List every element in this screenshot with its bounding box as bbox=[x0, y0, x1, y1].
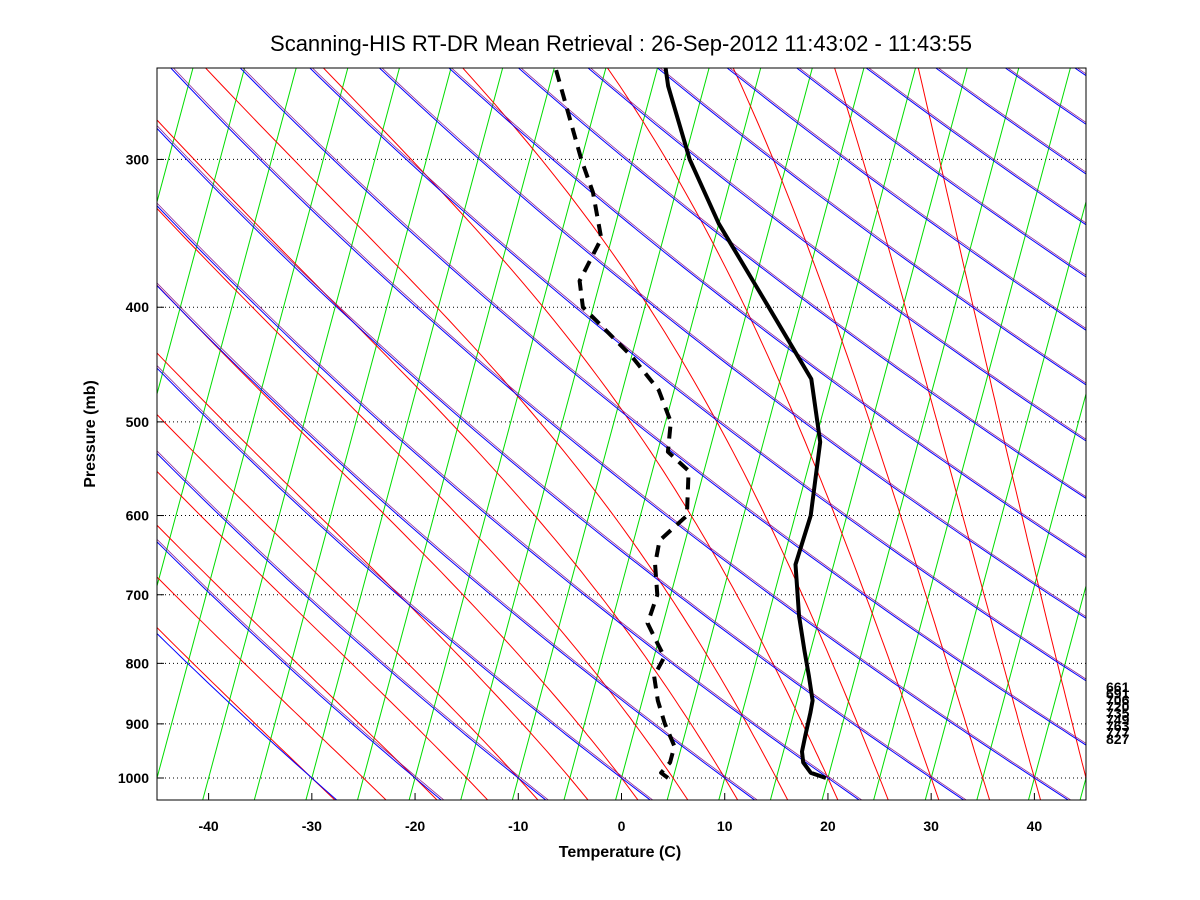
dry-adiabat bbox=[157, 367, 652, 800]
moist-adiabat-lines bbox=[157, 68, 1086, 800]
isotherm-line bbox=[357, 68, 555, 800]
moist-adiabat bbox=[157, 284, 639, 800]
y-tick-label: 800 bbox=[126, 655, 150, 671]
right-edge-label: 763 bbox=[1106, 718, 1130, 734]
mixing-ratio-line bbox=[157, 364, 654, 800]
right-edge-label: 691 bbox=[1106, 686, 1130, 702]
mixing-ratio-line bbox=[172, 68, 1072, 800]
mixing-ratio-line bbox=[242, 68, 1086, 744]
y-tick-label: 700 bbox=[126, 587, 150, 603]
x-axis-label: Temperature (C) bbox=[559, 844, 681, 861]
isotherm-line bbox=[615, 68, 813, 800]
isotherm-line bbox=[769, 68, 968, 800]
dry-adiabat bbox=[170, 68, 1070, 800]
dry-adiabat bbox=[378, 68, 1086, 619]
mixing-ratio-line bbox=[520, 68, 1086, 498]
right-edge-label: 749 bbox=[1106, 712, 1130, 728]
isotherm-line bbox=[460, 68, 658, 800]
isotherm-line bbox=[976, 391, 1086, 800]
right-edge-label: 720 bbox=[1106, 699, 1130, 715]
moist-adiabat bbox=[157, 352, 589, 800]
dry-adiabat bbox=[157, 541, 443, 800]
moist-adiabat bbox=[157, 524, 438, 800]
mixing-ratio-line bbox=[157, 538, 445, 800]
y-tick-label: 600 bbox=[126, 508, 150, 524]
x-tick-label: 20 bbox=[820, 818, 836, 834]
right-edge-label: 706 bbox=[1106, 692, 1130, 708]
dry-adiabat bbox=[157, 127, 965, 800]
isotherm-line bbox=[873, 68, 1071, 800]
x-tick-label: 30 bbox=[923, 818, 939, 834]
right-edge-label: 735 bbox=[1106, 705, 1130, 721]
series-temperature-line bbox=[663, 68, 827, 780]
moist-adiabat bbox=[917, 68, 1086, 781]
sounding-series bbox=[553, 68, 827, 780]
chart-title: Scanning-HIS RT-DR Mean Retrieval : 26-S… bbox=[270, 31, 972, 56]
x-tick-label: 40 bbox=[1027, 818, 1043, 834]
moist-adiabat bbox=[157, 207, 689, 800]
y-tick-label: 300 bbox=[126, 151, 150, 167]
moist-adiabat bbox=[157, 413, 539, 800]
moist-adiabat bbox=[322, 68, 839, 800]
mixing-ratio-line bbox=[157, 125, 967, 800]
x-axis-ticks: -40 -30 -20 -10 0 10 20 30 40 bbox=[198, 793, 1042, 834]
isotherm-line bbox=[157, 68, 349, 780]
moist-adiabat bbox=[157, 119, 739, 800]
moist-adiabat bbox=[204, 68, 789, 800]
isotherm-line bbox=[511, 68, 710, 800]
mixing-ratio-line bbox=[381, 68, 1086, 618]
y-tick-label: 400 bbox=[126, 299, 150, 315]
mixing-ratio-line bbox=[311, 68, 1086, 680]
right-edge-label: 827 bbox=[1106, 731, 1130, 747]
isotherm-line bbox=[924, 199, 1086, 800]
x-tick-label: -40 bbox=[198, 818, 218, 834]
plot-area bbox=[157, 68, 1086, 800]
isotherm-line bbox=[305, 68, 504, 800]
isotherm-line bbox=[253, 68, 452, 800]
y-axis-ticks: 5060708090100200300400500600700800900100… bbox=[118, 151, 164, 786]
y-tick-label: 500 bbox=[126, 414, 150, 430]
moist-adiabat bbox=[157, 470, 489, 800]
x-tick-label: -30 bbox=[302, 818, 322, 834]
dry-adiabat bbox=[448, 68, 1086, 559]
moist-adiabat bbox=[462, 68, 889, 800]
isotherm-line bbox=[408, 68, 607, 800]
series-dewpoint-line bbox=[553, 68, 691, 780]
isotherm-line bbox=[666, 68, 865, 800]
x-tick-label: 0 bbox=[618, 818, 626, 834]
isotherm-line bbox=[202, 68, 400, 800]
dry-adiabat bbox=[157, 632, 338, 800]
mixing-ratio-line bbox=[157, 450, 550, 800]
x-tick-label: -20 bbox=[405, 818, 425, 834]
y-axis-label: Pressure (mb) bbox=[82, 380, 99, 488]
isotherm-line bbox=[157, 68, 297, 588]
moist-adiabat bbox=[157, 626, 336, 800]
moist-adiabat bbox=[606, 68, 940, 800]
mixing-ratio-line bbox=[157, 202, 863, 800]
x-tick-label: -10 bbox=[508, 818, 528, 834]
isotherm-line bbox=[718, 68, 917, 800]
dry-adiabat bbox=[239, 68, 1086, 746]
isotherm-line bbox=[821, 68, 1020, 800]
dry-adiabat bbox=[309, 68, 1086, 682]
mixing-ratio-line bbox=[450, 68, 1086, 557]
y-tick-label: 1000 bbox=[118, 770, 149, 786]
dry-adiabat bbox=[157, 205, 861, 800]
moist-adiabat bbox=[157, 576, 387, 800]
y-tick-label: 900 bbox=[126, 716, 150, 732]
dry-adiabat bbox=[157, 452, 547, 800]
isotherm-lines bbox=[157, 68, 1086, 800]
right-edge-label: 661 bbox=[1106, 679, 1130, 695]
dry-adiabat bbox=[517, 68, 1086, 500]
right-edge-label: 777 bbox=[1106, 725, 1130, 741]
moist-adiabat bbox=[732, 68, 991, 800]
x-tick-label: 10 bbox=[717, 818, 733, 834]
